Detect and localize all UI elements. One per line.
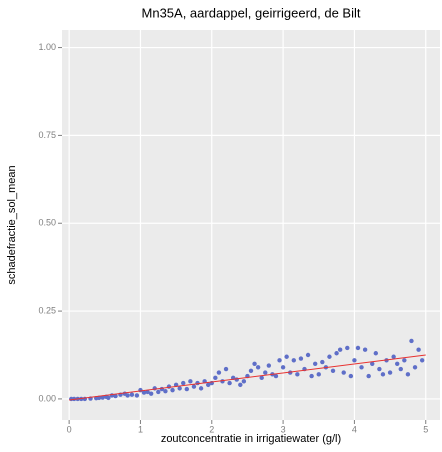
point xyxy=(241,379,247,384)
point xyxy=(330,368,336,374)
point xyxy=(395,361,400,366)
chart-title: Mn35A, aardappel, geirrigeerd, de Bilt xyxy=(142,5,361,20)
point xyxy=(362,347,368,352)
y-tick-label: 0.25 xyxy=(38,305,56,315)
x-tick-label: 3 xyxy=(281,424,286,434)
point xyxy=(181,380,186,386)
point xyxy=(312,361,318,366)
point xyxy=(295,372,300,377)
point xyxy=(370,361,375,366)
point xyxy=(345,345,350,351)
point xyxy=(113,393,118,399)
point xyxy=(391,354,396,359)
point xyxy=(125,393,130,398)
point xyxy=(341,370,346,375)
point xyxy=(106,395,111,401)
point xyxy=(409,338,414,344)
point xyxy=(213,375,218,381)
point xyxy=(412,365,418,370)
point xyxy=(373,351,379,356)
point xyxy=(248,368,254,374)
point xyxy=(184,386,190,392)
point xyxy=(100,395,105,400)
point xyxy=(152,386,157,391)
y-tick-label: 0.50 xyxy=(38,218,56,228)
point xyxy=(416,347,421,352)
point xyxy=(273,373,279,379)
point xyxy=(166,384,172,389)
point xyxy=(198,386,204,391)
point xyxy=(170,387,175,393)
point xyxy=(156,389,161,395)
point xyxy=(252,361,257,366)
x-axis-label: zoutconcentratie in irrigatiewater (g/l) xyxy=(161,433,341,445)
point xyxy=(263,370,268,375)
point xyxy=(277,358,282,363)
point xyxy=(145,389,150,395)
point xyxy=(377,366,382,372)
point xyxy=(177,386,182,391)
point xyxy=(298,356,304,361)
point xyxy=(188,379,193,384)
fit-line xyxy=(69,354,426,401)
point xyxy=(129,392,135,397)
point xyxy=(398,366,403,372)
point xyxy=(227,380,232,386)
point xyxy=(366,373,371,379)
point xyxy=(255,365,261,370)
point xyxy=(291,358,296,363)
point xyxy=(223,366,229,372)
point xyxy=(352,358,357,363)
y-tick-label: 1.00 xyxy=(38,42,56,52)
point xyxy=(163,388,168,394)
point xyxy=(238,382,243,388)
point xyxy=(284,354,289,359)
point xyxy=(216,370,222,375)
point xyxy=(320,359,325,365)
point xyxy=(359,365,364,370)
point xyxy=(234,377,239,382)
x-tick-label: 5 xyxy=(423,424,428,434)
point xyxy=(305,352,311,358)
point xyxy=(148,391,154,396)
point xyxy=(402,358,407,363)
point xyxy=(316,372,321,377)
y-tick-label: 0.00 xyxy=(38,393,56,403)
x-tick-label: 0 xyxy=(67,424,72,434)
point xyxy=(405,372,411,377)
y-axis-label: schadefractie_sol_mean xyxy=(6,165,18,284)
panel xyxy=(62,30,440,420)
point xyxy=(280,365,286,370)
point xyxy=(419,358,425,363)
point xyxy=(259,375,264,381)
point xyxy=(266,363,272,368)
point xyxy=(327,354,332,359)
y-tick-label: 0.75 xyxy=(38,130,56,140)
point xyxy=(141,390,147,395)
point xyxy=(337,347,343,352)
point xyxy=(387,370,393,375)
x-tick-label: 1 xyxy=(138,424,143,434)
point xyxy=(355,345,361,351)
point xyxy=(309,373,314,379)
point xyxy=(334,351,339,356)
point xyxy=(134,393,140,398)
point xyxy=(206,382,211,388)
point xyxy=(380,372,386,377)
point xyxy=(348,373,354,379)
x-tick-label: 2 xyxy=(209,424,214,434)
point xyxy=(191,384,197,389)
point xyxy=(220,379,225,384)
x-tick-label: 4 xyxy=(352,424,357,434)
